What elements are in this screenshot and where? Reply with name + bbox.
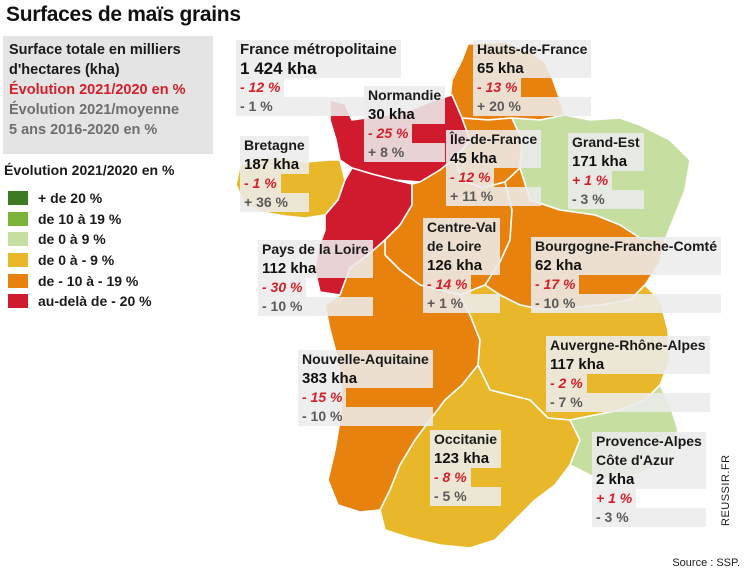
region-kha: 171 kha: [568, 152, 644, 171]
region-name: Auvergne-Rhône-Alpes: [546, 336, 710, 355]
region-name: Bourgogne-Franche-Comté: [531, 237, 721, 256]
region-avg: - 10 %: [298, 407, 433, 426]
region-evo: - 1 %: [240, 174, 281, 193]
region-name: Hauts-de-France: [473, 40, 592, 59]
region-evo: - 12 %: [446, 168, 495, 187]
region-evo: - 8 %: [430, 468, 471, 487]
credit-label: REUSSIR.FR: [720, 454, 732, 526]
region-kha: 30 kha: [364, 105, 446, 124]
legend-label: de 0 à - 9 %: [38, 252, 115, 269]
info-line-1: Surface totale en milliers: [9, 42, 181, 58]
label-occitanie: Occitanie 123 kha - 8 % - 5 %: [430, 430, 502, 506]
legend-title: Évolution 2021/2020 en %: [4, 162, 175, 178]
label-bourgogne-franche-comte: Bourgogne-Franche-Comté 62 kha - 17 % - …: [531, 237, 721, 313]
france-avg: - 1 %: [236, 97, 401, 116]
region-name-2: de Loire: [423, 237, 501, 256]
region-avg: - 3 %: [568, 190, 644, 209]
region-name: Normandie: [364, 86, 446, 105]
region-evo: - 14 %: [423, 275, 472, 294]
label-auvergne-rhone-alpes: Auvergne-Rhône-Alpes 117 kha - 2 % - 7 %: [546, 336, 710, 412]
info-line-3: Évolution 2021/2020 en %: [9, 82, 186, 98]
region-kha: 383 kha: [298, 369, 433, 388]
legend-label: de 0 à 9 %: [38, 231, 106, 248]
label-hauts-de-france: Hauts-de-France 65 kha - 13 % + 20 %: [473, 40, 592, 116]
legend-item: de - 10 à - 19 %: [8, 270, 152, 291]
legend-swatch: [8, 273, 28, 288]
region-kha: 65 kha: [473, 59, 592, 78]
region-evo: + 1 %: [592, 489, 637, 508]
legend-item: au-delà de - 20 %: [8, 291, 152, 312]
region-evo: + 1 %: [568, 171, 613, 190]
region-name: Grand-Est: [568, 133, 644, 152]
region-kha: 62 kha: [531, 256, 721, 275]
region-avg: - 10 %: [258, 297, 373, 316]
region-evo: - 25 %: [364, 124, 413, 143]
legend-label: de 10 à 19 %: [38, 210, 122, 227]
region-evo: - 17 %: [531, 275, 580, 294]
region-kha: 126 kha: [423, 256, 501, 275]
region-kha: 187 kha: [240, 155, 309, 174]
france-name: France métropolitaine: [236, 40, 401, 59]
legend: + de 20 % de 10 à 19 % de 0 à 9 % de 0 à - …: [8, 188, 152, 312]
legend-item: de 0 à - 9 %: [8, 250, 152, 271]
legend-swatch: [8, 253, 28, 268]
info-line-2: d'hectares (kha): [9, 62, 120, 78]
france-kha: 1 424 kha: [236, 59, 401, 78]
label-centre-val-de-loire: Centre-Val de Loire 126 kha - 14 % + 1 %: [423, 218, 501, 313]
legend-item: de 0 à 9 %: [8, 229, 152, 250]
label-nouvelle-aquitaine: Nouvelle-Aquitaine 383 kha - 15 % - 10 %: [298, 350, 433, 426]
legend-label: au-delà de - 20 %: [38, 293, 152, 310]
region-evo: - 15 %: [298, 388, 347, 407]
region-evo: - 2 %: [546, 374, 587, 393]
region-avg: + 8 %: [364, 143, 446, 162]
region-evo: - 13 %: [473, 78, 522, 97]
legend-swatch: [8, 294, 28, 309]
label-ile-de-france: Île-de-France 45 kha - 12 % + 11 %: [446, 130, 542, 206]
label-bretagne: Bretagne 187 kha - 1 % + 36 %: [240, 136, 309, 212]
region-name: Nouvelle-Aquitaine: [298, 350, 433, 369]
label-normandie: Normandie 30 kha - 25 % + 8 %: [364, 86, 446, 162]
region-kha: 117 kha: [546, 355, 710, 374]
label-paca: Provence-Alpes Côte d'Azur 2 kha + 1 % -…: [592, 432, 706, 527]
region-avg: - 3 %: [592, 508, 706, 527]
info-line-4: Évolution 2021/moyenne: [9, 102, 180, 118]
region-name-2: Côte d'Azur: [592, 451, 706, 470]
region-avg: - 7 %: [546, 393, 710, 412]
region-name: Pays de la Loire: [258, 240, 373, 259]
legend-item: de 10 à 19 %: [8, 209, 152, 230]
region-avg: - 5 %: [430, 487, 502, 506]
region-name: Bretagne: [240, 136, 309, 155]
label-pays-de-la-loire: Pays de la Loire 112 kha - 30 % - 10 %: [258, 240, 373, 316]
legend-swatch: [8, 211, 28, 226]
region-kha: 123 kha: [430, 449, 502, 468]
info-box: Surface totale en milliers d'hectares (k…: [3, 36, 213, 154]
legend-swatch: [8, 232, 28, 247]
region-avg: + 1 %: [423, 294, 501, 313]
label-grand-est: Grand-Est 171 kha + 1 % - 3 %: [568, 133, 644, 209]
legend-label: + de 20 %: [38, 190, 103, 207]
page-title: Surfaces de maïs grains: [6, 3, 241, 26]
legend-item: + de 20 %: [8, 188, 152, 209]
region-kha: 2 kha: [592, 470, 706, 489]
region-name: Occitanie: [430, 430, 502, 449]
region-name-1: Provence-Alpes: [592, 432, 706, 451]
region-kha: 112 kha: [258, 259, 373, 278]
label-france: France métropolitaine 1 424 kha - 12 % -…: [236, 40, 401, 116]
region-name-1: Centre-Val: [423, 218, 501, 237]
region-avg: - 10 %: [531, 294, 721, 313]
info-line-5: 5 ans 2016-2020 en %: [9, 122, 158, 138]
region-name: Île-de-France: [446, 130, 542, 149]
legend-label: de - 10 à - 19 %: [38, 272, 139, 289]
region-evo: - 30 %: [258, 278, 307, 297]
region-kha: 45 kha: [446, 149, 542, 168]
france-evo: - 12 %: [236, 78, 285, 97]
region-avg: + 11 %: [446, 187, 542, 206]
source-label: Source : SSP.: [672, 557, 740, 569]
region-avg: + 20 %: [473, 97, 592, 116]
region-avg: + 36 %: [240, 193, 309, 212]
legend-swatch: [8, 191, 28, 206]
